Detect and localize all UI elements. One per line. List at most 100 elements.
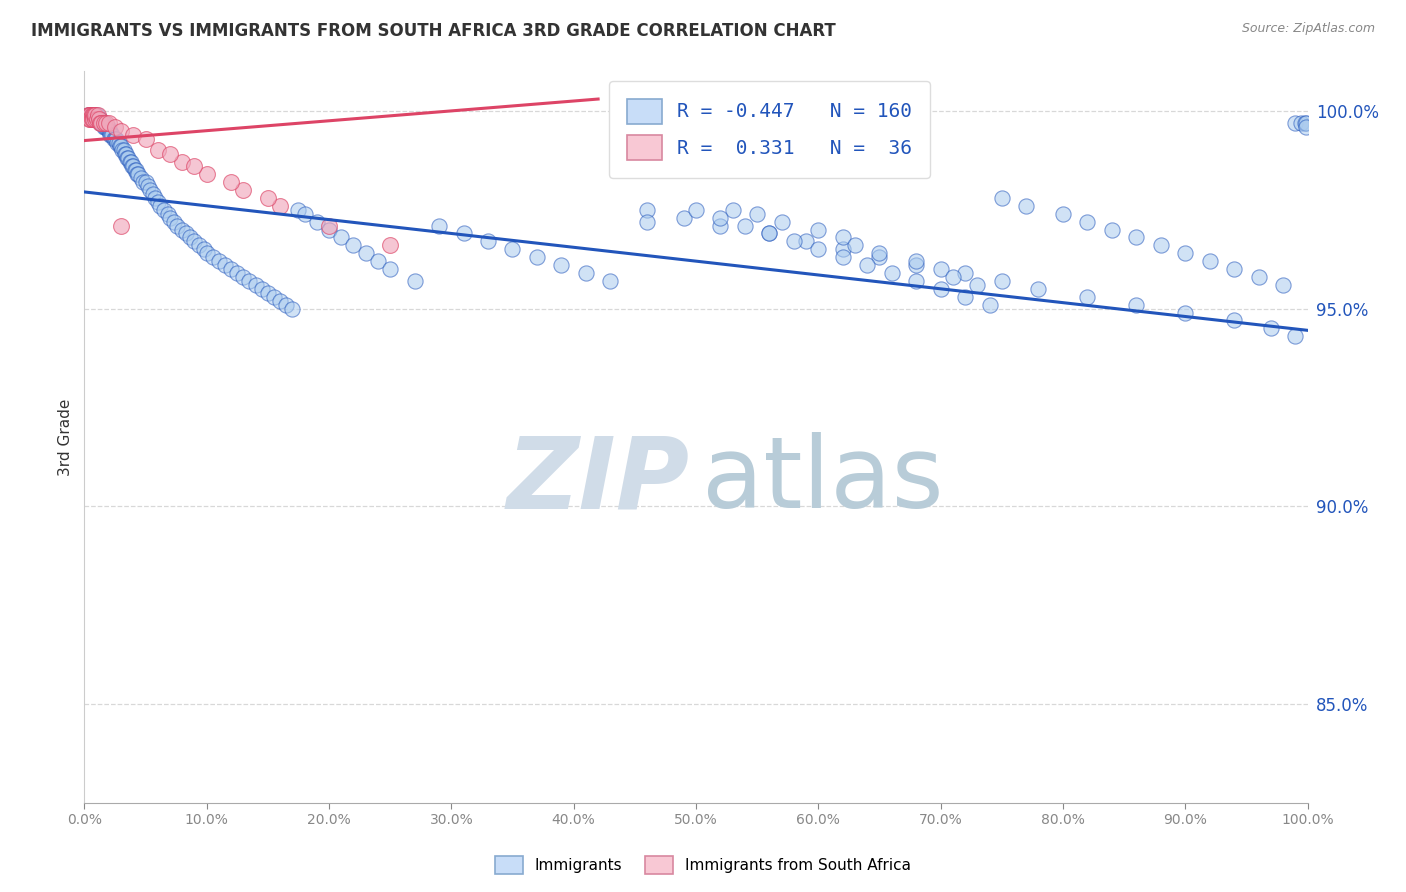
Point [330,230,353,244]
Point [89,112,111,126]
Point [1223,313,1246,327]
Point [1284,116,1306,130]
Point [367,254,389,268]
Point [122,128,145,142]
Point [318,219,340,233]
Point [139,183,162,197]
Point [599,274,621,288]
Point [783,235,806,249]
Point [135,175,157,189]
Point [807,222,830,236]
Point [287,202,309,217]
Point [929,282,952,296]
Point [1028,282,1050,296]
Point [84,108,107,122]
Point [709,219,731,233]
Point [929,262,952,277]
Point [201,250,224,264]
Point [97,116,120,130]
Point [82,108,104,122]
Point [110,219,132,233]
Point [636,202,658,217]
Point [1291,116,1313,130]
Point [96,120,118,134]
Point [84,108,107,122]
Point [1284,329,1306,343]
Point [269,199,291,213]
Point [80,112,103,126]
Point [831,250,853,264]
Point [869,250,891,264]
Point [107,136,129,150]
Point [1295,116,1317,130]
Point [77,108,100,122]
Point [1076,214,1098,228]
Point [844,238,866,252]
Point [114,147,136,161]
Point [97,123,120,137]
Point [100,128,122,142]
Point [807,242,830,256]
Point [159,211,181,225]
Point [1295,120,1317,134]
Point [193,242,215,256]
Point [146,144,169,158]
Point [172,155,194,169]
Point [90,116,112,130]
Point [104,131,127,145]
Point [245,277,267,292]
Point [1260,321,1282,335]
Point [183,235,205,249]
Legend: R = -0.447   N = 160, R =  0.331   N =  36: R = -0.447 N = 160, R = 0.331 N = 36 [609,81,929,178]
Point [219,175,242,189]
Point [80,108,103,122]
Point [721,202,744,217]
Point [94,120,117,134]
Point [84,112,107,126]
Text: IMMIGRANTS VS IMMIGRANTS FROM SOUTH AFRICA 3RD GRADE CORRELATION CHART: IMMIGRANTS VS IMMIGRANTS FROM SOUTH AFRI… [31,22,835,40]
Point [135,131,157,145]
Point [232,269,254,284]
Point [636,214,658,228]
Point [195,167,218,181]
Point [195,246,218,260]
Point [453,227,475,241]
Point [502,242,524,256]
Point [263,290,285,304]
Point [93,116,115,130]
Y-axis label: 3rd Grade: 3rd Grade [58,399,73,475]
Point [163,214,186,228]
Point [87,112,110,126]
Point [942,269,965,284]
Point [143,191,166,205]
Point [1052,207,1074,221]
Point [276,298,298,312]
Point [90,116,112,130]
Point [1294,116,1316,130]
Point [110,139,132,153]
Point [125,163,148,178]
Point [526,250,548,264]
Point [127,167,149,181]
Point [281,301,304,316]
Point [734,219,756,233]
Point [269,293,291,308]
Point [953,266,976,280]
Point [146,194,169,209]
Point [86,112,108,126]
Point [80,108,103,122]
Point [880,266,903,280]
Point [380,238,402,252]
Point [226,266,249,280]
Point [856,258,879,272]
Point [208,254,231,268]
Point [238,274,260,288]
Point [232,183,254,197]
Point [685,202,707,217]
Point [1101,222,1123,236]
Point [93,116,115,130]
Point [159,147,181,161]
Point [1223,262,1246,277]
Point [86,108,108,122]
Point [672,211,695,225]
